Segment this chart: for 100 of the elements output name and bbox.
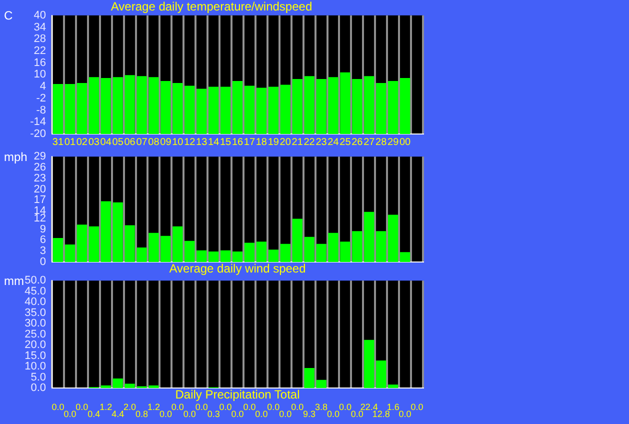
bar: [244, 86, 255, 134]
x-tick-label: 22: [304, 136, 316, 148]
x-tick-label: 31: [52, 136, 64, 148]
y-tick-label: -2: [36, 92, 46, 104]
x-tick-label: 24: [328, 136, 340, 148]
bar: [208, 86, 219, 134]
y-axis-title: mph: [4, 150, 28, 164]
y-tick-label: -20: [30, 128, 46, 140]
bar: [400, 78, 410, 134]
data-label: 1.2: [100, 402, 112, 412]
x-axis-title: Average daily wind speed: [169, 261, 306, 276]
y-tick-label: 28: [34, 33, 46, 46]
x-tick-label: 21: [292, 136, 304, 148]
y-tick-label: 3: [40, 245, 46, 258]
x-tick-label: 10: [172, 136, 184, 148]
data-label: 0.0: [338, 402, 352, 412]
data-label: 0.0: [279, 408, 292, 419]
bar: [268, 250, 278, 262]
bar: [88, 226, 99, 262]
y-tick-label: -14: [30, 116, 46, 128]
bar: [232, 81, 243, 134]
y-tick-label: 15.0: [24, 350, 46, 362]
y-tick-label: 40: [34, 9, 46, 22]
y-tick-label: 0: [40, 256, 46, 268]
bar: [388, 81, 398, 134]
x-tick-label: 20: [280, 136, 292, 148]
bar: [64, 84, 76, 134]
data-label: 0.0: [398, 408, 412, 419]
x-tick-label: 23: [316, 136, 328, 148]
bar: [256, 88, 267, 134]
x-tick-label: 03: [88, 136, 100, 148]
data-label: 0.0: [243, 402, 256, 412]
y-tick-label: 0.0: [30, 382, 46, 394]
y-tick-label: 23: [34, 172, 46, 184]
bar: [220, 86, 231, 134]
data-label: 0.0: [410, 402, 424, 412]
x-tick-label: 17: [244, 136, 256, 148]
y-tick-label: 20.0: [24, 339, 46, 352]
y-tick-label: 25.0: [24, 328, 46, 340]
x-tick-label: 01: [64, 136, 76, 148]
y-tick-label: 16: [34, 56, 46, 69]
data-label: 0.0: [267, 402, 280, 412]
bar: [364, 340, 374, 388]
x-tick-label: 26: [352, 136, 364, 148]
y-tick-label: 5.0: [30, 371, 46, 384]
x-tick-label: 14: [208, 136, 220, 148]
bar: [400, 252, 410, 262]
x-tick-label: 09: [160, 136, 172, 148]
x-tick-label: 27: [364, 136, 376, 148]
bar: [280, 244, 290, 262]
bar: [280, 84, 290, 134]
x-tick-label: 04: [100, 136, 112, 148]
data-label: 9.3: [303, 408, 316, 419]
x-tick-label: 05: [112, 136, 124, 148]
bar: [64, 244, 76, 262]
y-tick-label: 10: [34, 68, 46, 81]
x-tick-label: 19: [268, 136, 280, 148]
x-tick-label: 13: [196, 136, 208, 148]
data-label: 0.0: [255, 408, 268, 419]
bar: [88, 77, 99, 134]
y-tick-label: 45.0: [24, 285, 46, 298]
x-axis-title: Daily Precipitation Total: [175, 387, 300, 402]
bar: [376, 83, 386, 134]
bar: [184, 86, 195, 134]
y-axis-title: mm: [4, 274, 24, 288]
data-label: 0.0: [231, 408, 244, 419]
y-tick-label: 35.0: [24, 306, 46, 319]
x-tick-label: 12: [184, 136, 196, 148]
y-tick-label: 30.0: [24, 318, 46, 330]
data-label: 4.4: [112, 408, 124, 419]
x-tick-label: 08: [148, 136, 160, 148]
bar: [376, 360, 386, 388]
data-label: 0.0: [159, 408, 172, 419]
data-label: 0.0: [52, 402, 64, 412]
y-tick-label: 6: [40, 234, 46, 246]
data-label: 1.2: [147, 402, 160, 412]
bar: [388, 384, 398, 388]
y-tick-label: 34: [34, 21, 46, 34]
bar: [52, 238, 64, 262]
bar: [220, 250, 231, 262]
data-label: 0.0: [219, 402, 232, 412]
data-label: 0.0: [195, 402, 208, 412]
data-label: 0.0: [76, 402, 88, 412]
y-tick-label: 20: [34, 183, 46, 196]
data-label: 3.8: [315, 402, 328, 412]
x-tick-label: 06: [124, 136, 136, 148]
x-tick-label: 16: [232, 136, 244, 148]
bar: [388, 214, 398, 262]
x-tick-label: 02: [76, 136, 88, 148]
y-tick-label: 12: [34, 212, 46, 224]
x-tick-label: 15: [220, 136, 232, 148]
bar: [208, 251, 219, 262]
bar: [232, 251, 243, 262]
bar: [196, 88, 207, 134]
bar: [244, 242, 255, 262]
bar: [268, 86, 278, 134]
data-label: 0.3: [207, 408, 220, 419]
data-label: 0.8: [136, 408, 148, 419]
y-tick-label: 17: [34, 194, 46, 206]
bar: [256, 242, 267, 262]
